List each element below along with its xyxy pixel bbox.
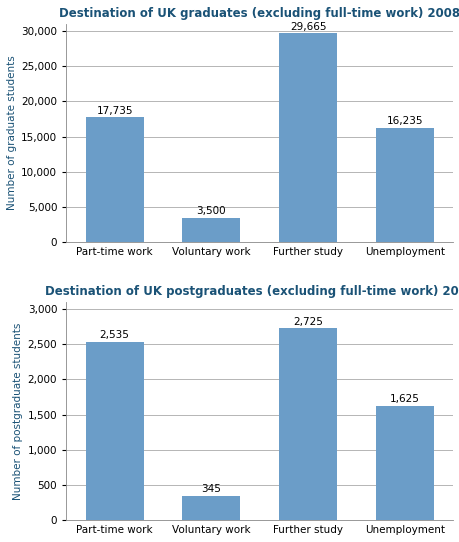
Bar [182,217,240,242]
Text: 2,535: 2,535 [100,330,129,340]
Text: 29,665: 29,665 [289,22,325,31]
Title: Destination of UK graduates (excluding full-time work) 2008: Destination of UK graduates (excluding f… [59,7,459,20]
Bar [85,341,143,520]
Bar [279,33,336,242]
Bar [375,128,433,242]
Bar [182,496,240,520]
Text: 2,725: 2,725 [292,317,322,326]
Text: 17,735: 17,735 [96,106,133,115]
Bar [375,406,433,520]
Text: 345: 345 [201,484,221,494]
Bar [85,117,143,242]
Y-axis label: Number of postgraduate students: Number of postgraduate students [13,322,23,500]
Text: 16,235: 16,235 [386,116,422,126]
Bar [279,328,336,520]
Y-axis label: Number of graduate students: Number of graduate students [7,56,17,210]
Text: 1,625: 1,625 [389,394,419,404]
Text: 3,500: 3,500 [196,206,226,216]
Title: Destination of UK postgraduates (excluding full-time work) 2008: Destination of UK postgraduates (excludi… [45,285,459,298]
